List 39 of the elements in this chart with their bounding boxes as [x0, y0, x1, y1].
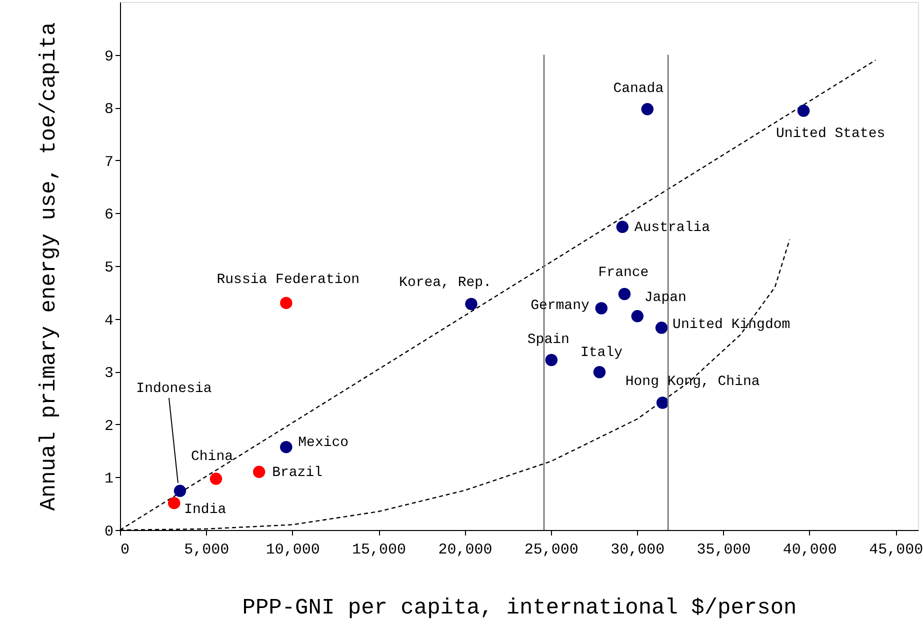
annotation: India [184, 502, 226, 518]
annotation: China [190, 448, 234, 465]
y-tick-label: 3 [104, 365, 114, 382]
annotation: Australia [634, 220, 710, 236]
x-tick-label: 15,000 [352, 542, 406, 558]
annotation: United States [776, 126, 886, 142]
x-tick-label: 10,000 [266, 542, 320, 558]
annotation: Hong Kong, China [625, 374, 760, 390]
y-tick-label: 4 [104, 312, 114, 330]
y-tick-label: 1 [104, 470, 114, 488]
x-tick-label: 0 [120, 542, 130, 558]
annotation: United Kingdom [672, 316, 790, 333]
x-tick-label: 40,000 [782, 542, 837, 558]
x-tick-label: 30,000 [610, 542, 665, 558]
annotation: Brazil [272, 464, 323, 481]
annotation: Mexico [298, 435, 349, 452]
x-tick-label: 5,000 [184, 542, 230, 558]
y-tick-label: 9 [104, 48, 114, 66]
annotation: Korea, Rep. [399, 275, 492, 292]
y-tick-label: 5 [104, 260, 114, 276]
y-tick-label: 0 [104, 524, 114, 540]
annotation: Spain [527, 332, 570, 348]
annotation: France [598, 264, 649, 281]
annotation: Indonesia [136, 380, 212, 397]
x-tick-label: 20,000 [438, 542, 492, 558]
y-tick-label: 6 [104, 206, 114, 224]
annotation: Russia Federation [216, 272, 360, 288]
x-tick-label: 45,000 [869, 542, 923, 558]
y-tick-label: 2 [104, 418, 114, 435]
y-tick-label: 8 [104, 101, 114, 118]
y-tick-label: 7 [104, 154, 114, 171]
x-tick-label: 25,000 [524, 542, 578, 558]
annotation: Japan [644, 290, 686, 306]
y-axis-title: Annual primary energy use, toe/capita [36, 22, 62, 511]
annotation: Canada [613, 81, 664, 98]
x-axis-title: PPP-GNI per capita, international $/person [242, 596, 797, 620]
annotation: Italy [580, 345, 622, 362]
annotation: Germany [530, 298, 590, 314]
x-tick-label: 35,000 [696, 542, 751, 558]
